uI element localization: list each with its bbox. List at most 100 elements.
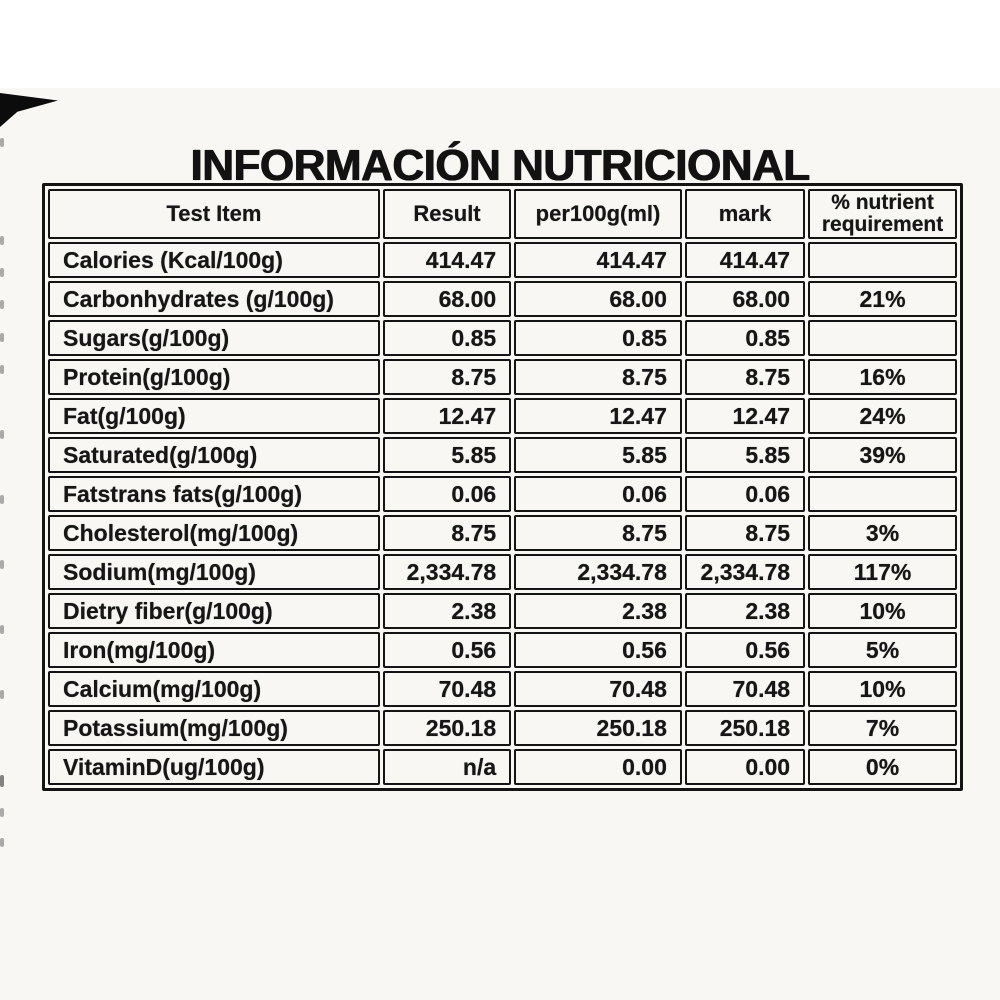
cell-nutrient-pct: 16%: [808, 359, 957, 395]
cell-nutrient-pct: [808, 320, 957, 356]
table-row: Carbonhydrates (g/100g) 68.00 68.00 68.0…: [48, 281, 957, 317]
scan-artifact: [0, 300, 4, 309]
table-row: Dietry fiber(g/100g) 2.38 2.38 2.38 10%: [48, 593, 957, 629]
cell-per100g: 12.47: [514, 398, 682, 434]
cell-result: 2,334.78: [382, 554, 512, 590]
cell-mark: 2.38: [684, 593, 806, 629]
cell-per100g: 0.06: [514, 476, 682, 512]
table-row: Calcium(mg/100g) 70.48 70.48 70.48 10%: [48, 671, 957, 707]
page-title: INFORMACIÓN NUTRICIONAL: [190, 141, 810, 191]
cell-result: 0.85: [382, 320, 512, 356]
cell-test-item: Carbonhydrates (g/100g): [48, 281, 380, 317]
cell-nutrient-pct: 10%: [808, 671, 957, 707]
header-mark: mark: [684, 189, 806, 239]
scan-artifact: [0, 333, 4, 342]
table-row: Calories (Kcal/100g) 414.47 414.47 414.4…: [48, 242, 957, 278]
cell-nutrient-pct: 5%: [808, 632, 957, 668]
cell-nutrient-pct: 117%: [808, 554, 957, 590]
cell-mark: 8.75: [684, 515, 806, 551]
table-body: Calories (Kcal/100g) 414.47 414.47 414.4…: [48, 242, 957, 785]
cell-nutrient-pct: 21%: [808, 281, 957, 317]
cell-test-item: Cholesterol(mg/100g): [48, 515, 380, 551]
cell-per100g: 70.48: [514, 671, 682, 707]
scan-artifact: [0, 808, 4, 817]
cell-result: 5.85: [382, 437, 512, 473]
cell-mark: 70.48: [684, 671, 806, 707]
cell-per100g: 414.47: [514, 242, 682, 278]
scan-artifact: [0, 495, 4, 504]
table-row: Protein(g/100g) 8.75 8.75 8.75 16%: [48, 359, 957, 395]
header-nutrient-requirement: % nutrient requirement: [808, 189, 957, 239]
scan-artifact: [0, 690, 4, 699]
cell-nutrient-pct: [808, 242, 957, 278]
cell-result: 8.75: [382, 515, 512, 551]
cell-mark: 12.47: [684, 398, 806, 434]
cell-result: 0.56: [382, 632, 512, 668]
cell-test-item: Calories (Kcal/100g): [48, 242, 380, 278]
cell-per100g: 250.18: [514, 710, 682, 746]
scan-artifact: [0, 365, 4, 374]
cell-per100g: 0.00: [514, 749, 682, 785]
cell-test-item: Potassium(mg/100g): [48, 710, 380, 746]
cell-mark: 0.00: [684, 749, 806, 785]
scan-artifact: [0, 138, 4, 147]
cell-nutrient-pct: [808, 476, 957, 512]
cell-mark: 414.47: [684, 242, 806, 278]
cell-test-item: Fatstrans fats(g/100g): [48, 476, 380, 512]
cell-mark: 250.18: [684, 710, 806, 746]
cell-test-item: Saturated(g/100g): [48, 437, 380, 473]
cell-mark: 8.75: [684, 359, 806, 395]
cell-result: 8.75: [382, 359, 512, 395]
table-row: Fatstrans fats(g/100g) 0.06 0.06 0.06: [48, 476, 957, 512]
cell-mark: 2,334.78: [684, 554, 806, 590]
cell-result: n/a: [382, 749, 512, 785]
table-row: Iron(mg/100g) 0.56 0.56 0.56 5%: [48, 632, 957, 668]
table-row: Fat(g/100g) 12.47 12.47 12.47 24%: [48, 398, 957, 434]
table-row: Cholesterol(mg/100g) 8.75 8.75 8.75 3%: [48, 515, 957, 551]
scan-artifact: [0, 560, 4, 569]
table-row: Potassium(mg/100g) 250.18 250.18 250.18 …: [48, 710, 957, 746]
cell-test-item: VitaminD(ug/100g): [48, 749, 380, 785]
cell-per100g: 68.00: [514, 281, 682, 317]
cell-result: 250.18: [382, 710, 512, 746]
header-per100g: per100g(ml): [514, 189, 682, 239]
cell-result: 0.06: [382, 476, 512, 512]
cell-test-item: Fat(g/100g): [48, 398, 380, 434]
cell-result: 68.00: [382, 281, 512, 317]
table-row: Saturated(g/100g) 5.85 5.85 5.85 39%: [48, 437, 957, 473]
cell-mark: 68.00: [684, 281, 806, 317]
cell-per100g: 2.38: [514, 593, 682, 629]
table-row: Sodium(mg/100g) 2,334.78 2,334.78 2,334.…: [48, 554, 957, 590]
cell-nutrient-pct: 39%: [808, 437, 957, 473]
header-test-item: Test Item: [48, 189, 380, 239]
cell-test-item: Iron(mg/100g): [48, 632, 380, 668]
cell-mark: 5.85: [684, 437, 806, 473]
cell-nutrient-pct: 3%: [808, 515, 957, 551]
cell-nutrient-pct: 7%: [808, 710, 957, 746]
scan-artifact: [0, 625, 4, 634]
table-row: VitaminD(ug/100g) n/a 0.00 0.00 0%: [48, 749, 957, 785]
cell-test-item: Sugars(g/100g): [48, 320, 380, 356]
cell-result: 12.47: [382, 398, 512, 434]
cell-per100g: 5.85: [514, 437, 682, 473]
cell-mark: 0.85: [684, 320, 806, 356]
scan-artifact: [0, 838, 4, 847]
cell-mark: 0.06: [684, 476, 806, 512]
scan-artifact: [0, 775, 4, 787]
scan-artifact: [0, 430, 4, 439]
cell-per100g: 0.56: [514, 632, 682, 668]
cell-mark: 0.56: [684, 632, 806, 668]
cell-per100g: 0.85: [514, 320, 682, 356]
cell-result: 70.48: [382, 671, 512, 707]
cell-nutrient-pct: 10%: [808, 593, 957, 629]
cell-nutrient-pct: 24%: [808, 398, 957, 434]
table-row: Sugars(g/100g) 0.85 0.85 0.85: [48, 320, 957, 356]
cell-test-item: Dietry fiber(g/100g): [48, 593, 380, 629]
header-result: Result: [382, 189, 512, 239]
scan-artifact: [0, 236, 4, 245]
cell-per100g: 2,334.78: [514, 554, 682, 590]
cell-test-item: Protein(g/100g): [48, 359, 380, 395]
cell-test-item: Sodium(mg/100g): [48, 554, 380, 590]
nutrition-table: Test Item Result per100g(ml) mark % nutr…: [42, 183, 963, 791]
